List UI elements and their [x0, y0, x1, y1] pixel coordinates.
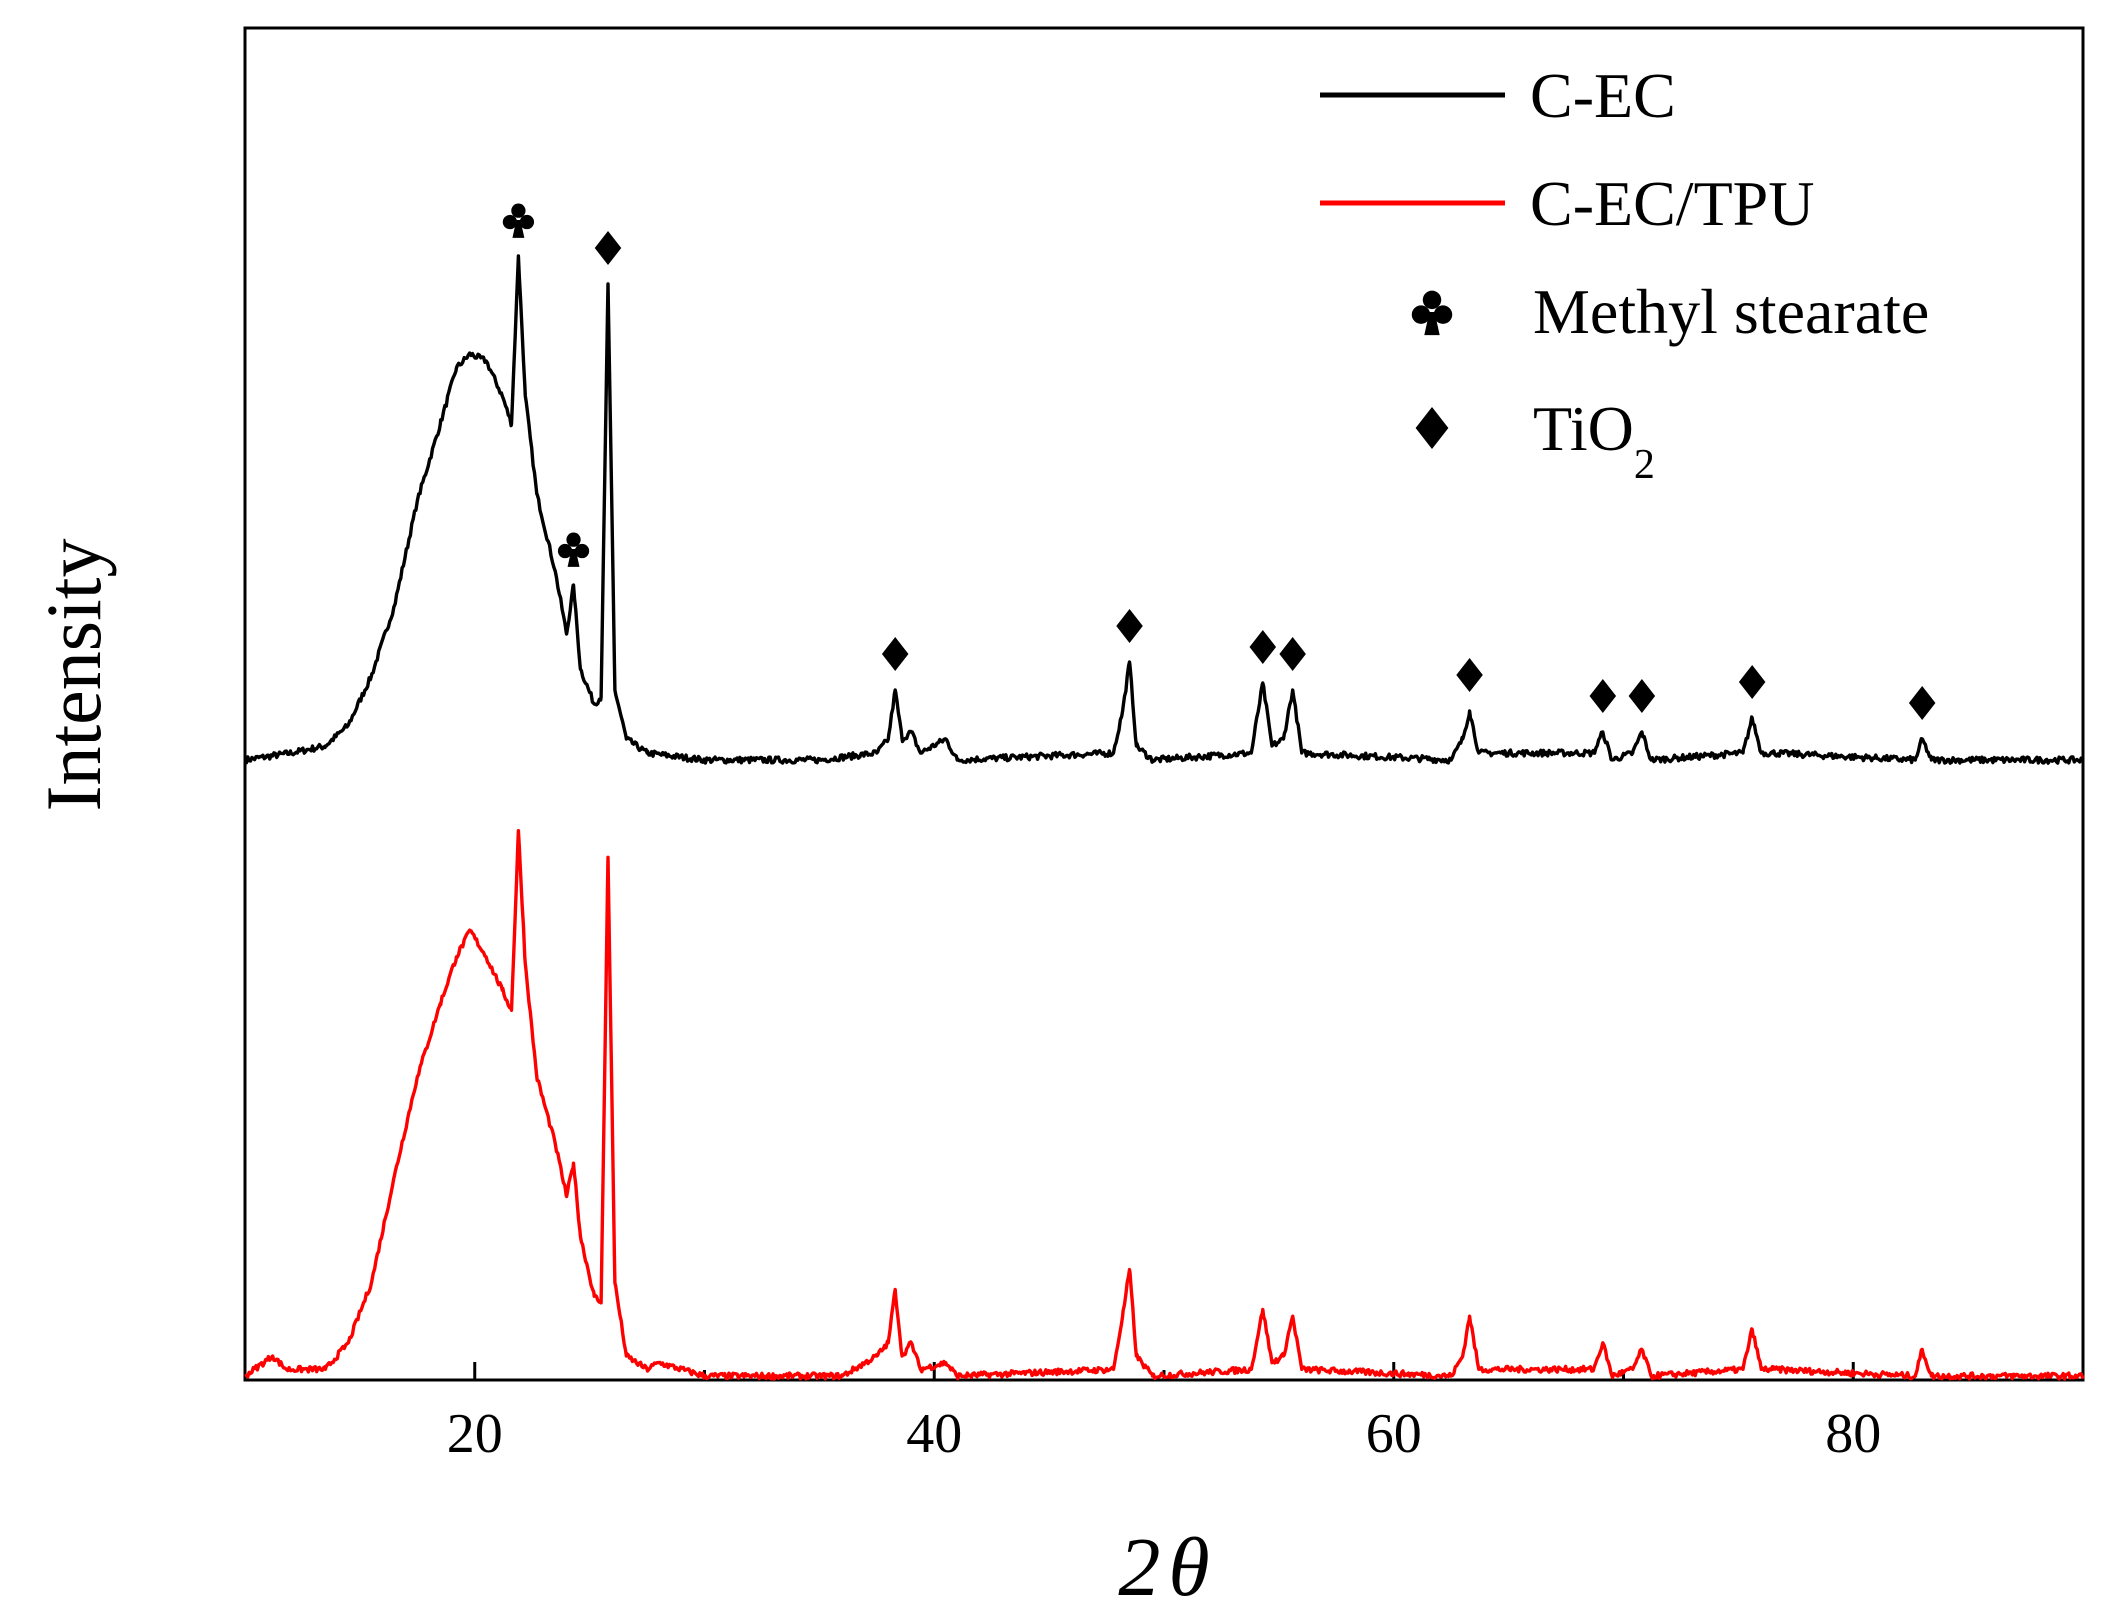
legend-diamond-icon: [1415, 407, 1449, 449]
legend-label-c-ec: C-EC: [1530, 60, 1676, 131]
diamond-marker: [594, 231, 622, 265]
series-layer: [243, 254, 2085, 1381]
x-tick-label: 80: [1825, 1403, 1881, 1465]
legend-label-tio2-main: TiO: [1533, 393, 1634, 464]
club-marker: [1411, 290, 1453, 336]
diamond-marker: [1738, 665, 1766, 699]
diamond-marker: [1628, 679, 1656, 713]
x-tick-label: 40: [906, 1403, 962, 1465]
club-marker: [557, 532, 590, 567]
legend-label-c-ec-tpu: C-EC/TPU: [1530, 168, 1814, 239]
diamond-marker: [1908, 686, 1936, 720]
x-axis-title-symbol: θ: [1168, 1521, 1209, 1614]
diamond-marker: [1116, 609, 1143, 643]
diamond-marker: [1249, 630, 1277, 664]
diamond-marker: [881, 637, 909, 671]
series-line-c-ec-tpu: [244, 829, 2085, 1381]
x-tick-label: 60: [1366, 1403, 1422, 1465]
legend-label-methyl-stearate: Methyl stearate: [1533, 276, 1929, 347]
club-marker: [502, 203, 535, 238]
diamond-marker: [1456, 658, 1483, 692]
diamond-marker: [1589, 679, 1617, 713]
legend-club-icon: [1411, 290, 1453, 336]
peak-annotations: [502, 203, 1936, 720]
series-line-c-ec: [243, 254, 2085, 765]
y-axis-title: Intensity: [30, 539, 117, 812]
x-axis-tick-labels: 20 40 60 80: [447, 1403, 1882, 1465]
legend: C-EC C-EC/TPU Methyl stearate TiO2: [1320, 60, 1929, 488]
diamond-marker: [1415, 407, 1449, 449]
x-axis-title: 2θ: [1118, 1521, 1209, 1614]
legend-label-tio2: TiO2: [1533, 393, 1655, 488]
diamond-marker: [1279, 637, 1306, 671]
x-axis-title-number: 2: [1118, 1521, 1160, 1614]
legend-label-tio2-subscript: 2: [1634, 442, 1655, 488]
x-tick-label: 20: [447, 1403, 503, 1465]
